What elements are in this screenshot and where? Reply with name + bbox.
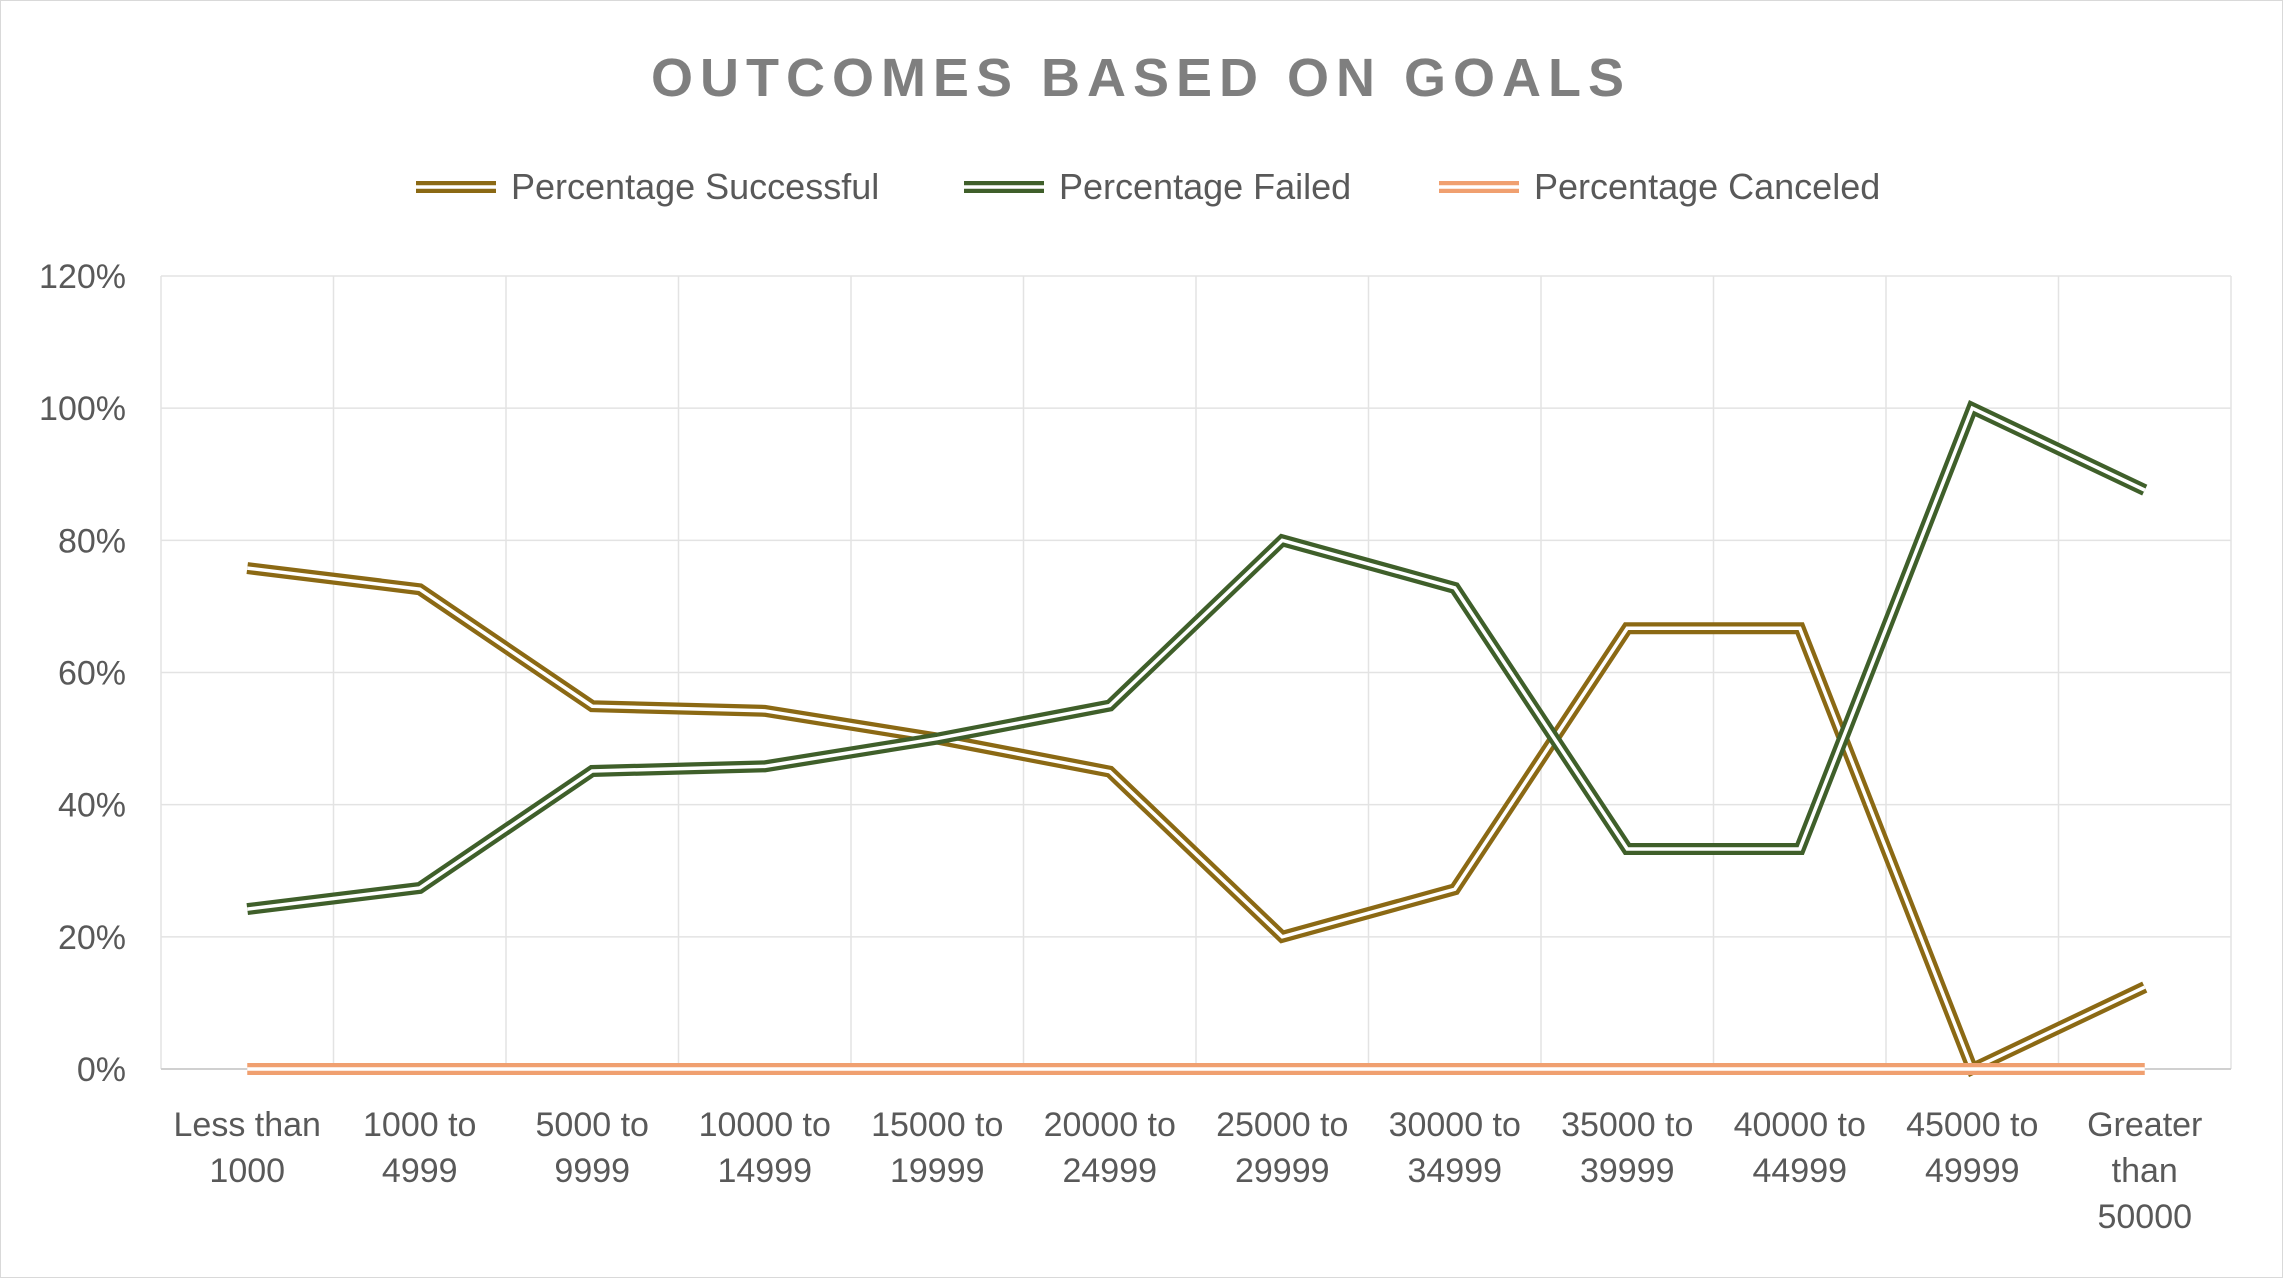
x-tick-label-line: 20000 to — [1044, 1106, 1176, 1144]
y-tick-label: 40% — [58, 787, 126, 825]
x-tick-label: 25000 to 29999 — [1216, 1106, 1348, 1190]
x-tick-label-line: Less than — [174, 1106, 321, 1144]
x-tick-label-line: 39999 — [1580, 1152, 1675, 1190]
x-tick-label-line: than — [2112, 1152, 2178, 1190]
x-tick-label-line: 19999 — [890, 1152, 985, 1190]
series-line-inner — [247, 566, 2146, 1072]
x-tick-label-line: 1000 to — [363, 1106, 476, 1144]
x-tick-label-line: Greater — [2087, 1106, 2202, 1144]
x-tick-label-line: 50000 — [2097, 1198, 2192, 1236]
x-axis: Less than 1000 1000 to 4999 5000 to 9999 10000… — [174, 1106, 2203, 1236]
x-tick-label-line: 14999 — [717, 1152, 812, 1190]
x-tick-label-line: 49999 — [1925, 1152, 2020, 1190]
x-tick-label-line: 9999 — [554, 1152, 630, 1190]
x-tick-label: Greater than 50000 — [2087, 1106, 2202, 1236]
x-tick-label-line: 15000 to — [871, 1106, 1003, 1144]
y-tick-label: 60% — [58, 655, 126, 693]
x-tick-label-line: 44999 — [1752, 1152, 1847, 1190]
x-tick-label-line: 10000 to — [699, 1106, 831, 1144]
x-tick-label-line: 45000 to — [1906, 1106, 2038, 1144]
series-percentage-failed — [246, 399, 2148, 916]
x-tick-label: 40000 to 44999 — [1734, 1106, 1866, 1190]
x-tick-label-line: 29999 — [1235, 1152, 1330, 1190]
x-tick-label-line: 34999 — [1407, 1152, 1502, 1190]
legend-item: Percentage Canceled — [1439, 166, 1880, 207]
x-tick-label: 15000 to 19999 — [871, 1106, 1003, 1190]
y-axis: 0% 20% 40% 60% 80% 100% 120% — [39, 258, 126, 1089]
x-tick-label: 30000 to 34999 — [1389, 1106, 1521, 1190]
legend: Percentage Successful Percentage Failed Pe… — [416, 166, 1880, 207]
y-tick-label: 80% — [58, 522, 126, 560]
x-tick-label-line: 5000 to — [536, 1106, 649, 1144]
legend-item: Percentage Failed — [964, 166, 1351, 207]
chart-title: OUTCOMES BASED ON GOALS — [651, 48, 1631, 108]
x-tick-label-line: 35000 to — [1561, 1106, 1693, 1144]
y-tick-label: 20% — [58, 919, 126, 957]
x-tick-label: 35000 to 39999 — [1561, 1106, 1693, 1190]
series-group — [246, 399, 2148, 1078]
x-tick-label: 20000 to 24999 — [1044, 1106, 1176, 1190]
legend-label: Percentage Failed — [1059, 166, 1351, 207]
x-tick-label-line: 4999 — [382, 1152, 458, 1190]
x-tick-label-line: 24999 — [1062, 1152, 1157, 1190]
y-tick-label: 0% — [77, 1051, 126, 1089]
x-tick-label: 45000 to 49999 — [1906, 1106, 2038, 1190]
series-line-inner — [247, 405, 2146, 911]
legend-label: Percentage Successful — [511, 166, 879, 207]
legend-item: Percentage Successful — [416, 166, 879, 207]
x-tick-label: 5000 to 9999 — [536, 1106, 649, 1190]
legend-label: Percentage Canceled — [1534, 166, 1880, 207]
y-tick-label: 120% — [39, 258, 126, 296]
series-percentage-successful — [246, 562, 2148, 1078]
x-tick-label-line: 25000 to — [1216, 1106, 1348, 1144]
y-tick-label: 100% — [39, 390, 126, 428]
x-tick-label-line: 30000 to — [1389, 1106, 1521, 1144]
x-tick-label: Less than 1000 — [174, 1106, 321, 1190]
x-tick-label-line: 1000 — [209, 1152, 285, 1190]
x-tick-label: 10000 to 14999 — [699, 1106, 831, 1190]
x-tick-label-line: 40000 to — [1734, 1106, 1866, 1144]
x-tick-label: 1000 to 4999 — [363, 1106, 476, 1190]
